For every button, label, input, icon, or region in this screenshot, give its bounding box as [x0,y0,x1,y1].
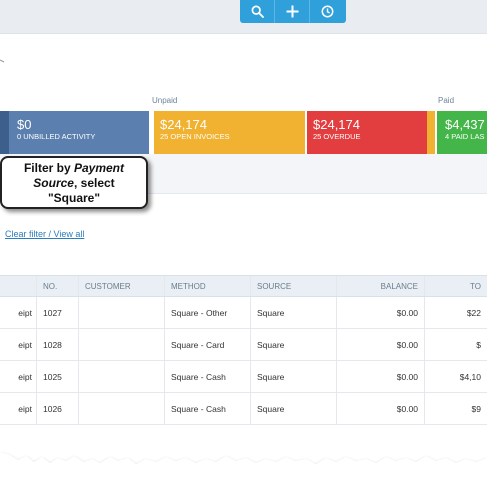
type-cell: eipt [0,297,37,328]
method-cell: Square - Cash [165,361,251,392]
balance-cell: $0.00 [337,393,425,424]
source-cell: Square [251,297,337,328]
number-cell: 1027 [37,297,79,328]
table-header: NO. CUSTOMER METHOD SOURCE BALANCE TO [0,275,487,297]
callout-emphasis: Payment [73,161,125,175]
tile-amount: $24,174 [313,117,360,132]
number-cell: 1028 [37,329,79,360]
customer-cell [79,361,165,392]
tile-amount: $4,437 [445,117,485,132]
total-cell: $22 [466,307,481,318]
column-header-total[interactable]: TO [470,281,481,291]
sales-table: NO. CUSTOMER METHOD SOURCE BALANCE TO ei… [0,275,487,425]
search-button[interactable] [240,0,275,23]
callout-text: Filter by [23,161,74,175]
callout-text: , select [73,176,115,190]
callout-emphasis: Source [33,176,74,190]
column-header-no[interactable]: NO. [37,276,79,296]
overdue-tile[interactable]: $24,174 25 OVERDUE [307,111,427,154]
column-header-customer[interactable]: CUSTOMER [79,276,165,296]
balance-cell: $0.00 [337,329,425,360]
table-row[interactable]: eipt 1025 Square - Cash Square $0.00 $4,… [0,361,487,393]
tile-label: 0 UNBILLED ACTIVITY [17,132,96,141]
plus-icon [286,5,298,18]
balance-cell: $0.00 [337,297,425,328]
column-header-method[interactable]: METHOD [165,276,251,296]
callout-text: "Square" [47,191,101,205]
method-cell: Square - Card [165,329,251,360]
create-button[interactable] [275,0,310,23]
paid-label: Paid [438,96,455,105]
tile-label: 25 OVERDUE [313,132,361,141]
tile-edge-stripe [0,111,9,154]
recent-transactions-button[interactable] [310,0,345,23]
paid-tile[interactable]: $4,437 4 PAID LAS [437,111,487,154]
method-cell: Square - Cash [165,393,251,424]
edge-mark [0,59,5,63]
customer-cell [79,297,165,328]
table-row[interactable]: eipt 1027 Square - Other Square $0.00 $2… [0,297,487,329]
tile-divider [427,111,435,154]
total-cell: $4,10 [459,371,481,382]
search-icon [251,5,264,18]
customer-cell [79,329,165,360]
tile-amount: $24,174 [160,117,207,132]
unbilled-activity-tile[interactable]: $0 0 UNBILLED ACTIVITY [0,111,149,154]
table-row[interactable]: eipt 1026 Square - Cash Square $0.00 $9 [0,393,487,425]
top-toolbar [0,0,487,34]
open-invoices-tile[interactable]: $24,174 25 OPEN INVOICES [154,111,305,154]
column-header-balance[interactable]: BALANCE [337,276,425,296]
tile-label: 25 OPEN INVOICES [160,132,230,141]
total-cell: $ [476,339,481,350]
source-cell: Square [251,329,337,360]
torn-edge [0,452,487,486]
source-cell: Square [251,393,337,424]
number-cell: 1025 [37,361,79,392]
number-cell: 1026 [37,393,79,424]
clock-icon [321,5,334,18]
type-cell: eipt [0,393,37,424]
total-cell: $9 [471,403,481,414]
type-cell: eipt [0,329,37,360]
customer-cell [79,393,165,424]
type-cell: eipt [0,361,37,392]
quick-actions-group [240,0,346,23]
balance-cell: $0.00 [337,361,425,392]
tile-label: 4 PAID LAS [445,132,485,141]
table-row[interactable]: eipt 1028 Square - Card Square $0.00 $ [0,329,487,361]
column-header-source[interactable]: SOURCE [251,276,337,296]
unpaid-label: Unpaid [152,96,178,105]
source-cell: Square [251,361,337,392]
annotation-callout: Filter by Payment Source, select "Square… [0,156,148,209]
tile-amount: $0 [17,117,32,132]
method-cell: Square - Other [165,297,251,328]
clear-filter-link[interactable]: Clear filter / View all [5,229,85,239]
column-header[interactable] [0,276,37,296]
